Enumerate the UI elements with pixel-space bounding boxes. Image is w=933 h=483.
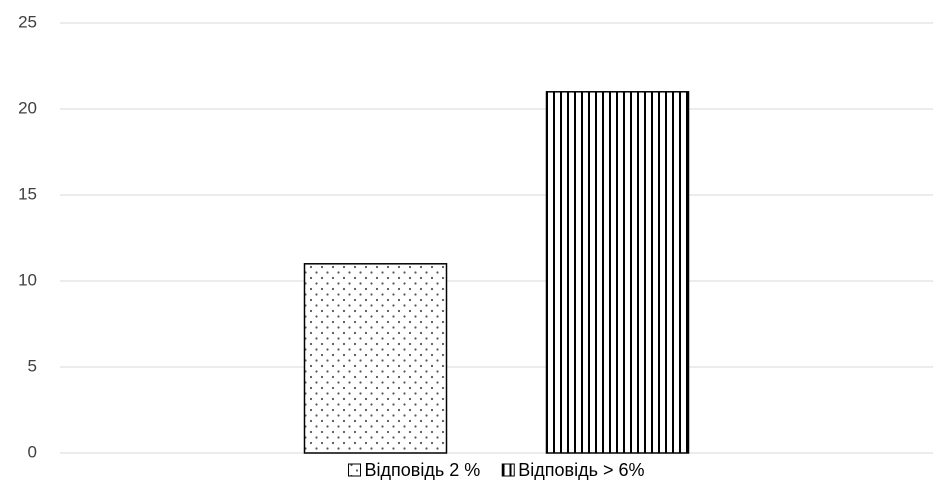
legend-swatch (501, 463, 515, 477)
y-tick-label: 25 (18, 12, 37, 31)
legend-label: Відповідь 2 % (365, 460, 481, 480)
y-tick-label: 15 (18, 184, 37, 203)
y-tick-label: 0 (28, 442, 37, 461)
bar (303, 263, 448, 454)
y-tick-label: 5 (28, 356, 37, 375)
y-tick-label: 10 (18, 270, 37, 289)
y-tick-label: 20 (18, 98, 37, 117)
bar (545, 91, 690, 454)
legend: Відповідь 2 % Відповідь > 6% (348, 460, 644, 480)
legend-label: Відповідь > 6% (518, 460, 644, 480)
legend-swatch (348, 463, 362, 477)
